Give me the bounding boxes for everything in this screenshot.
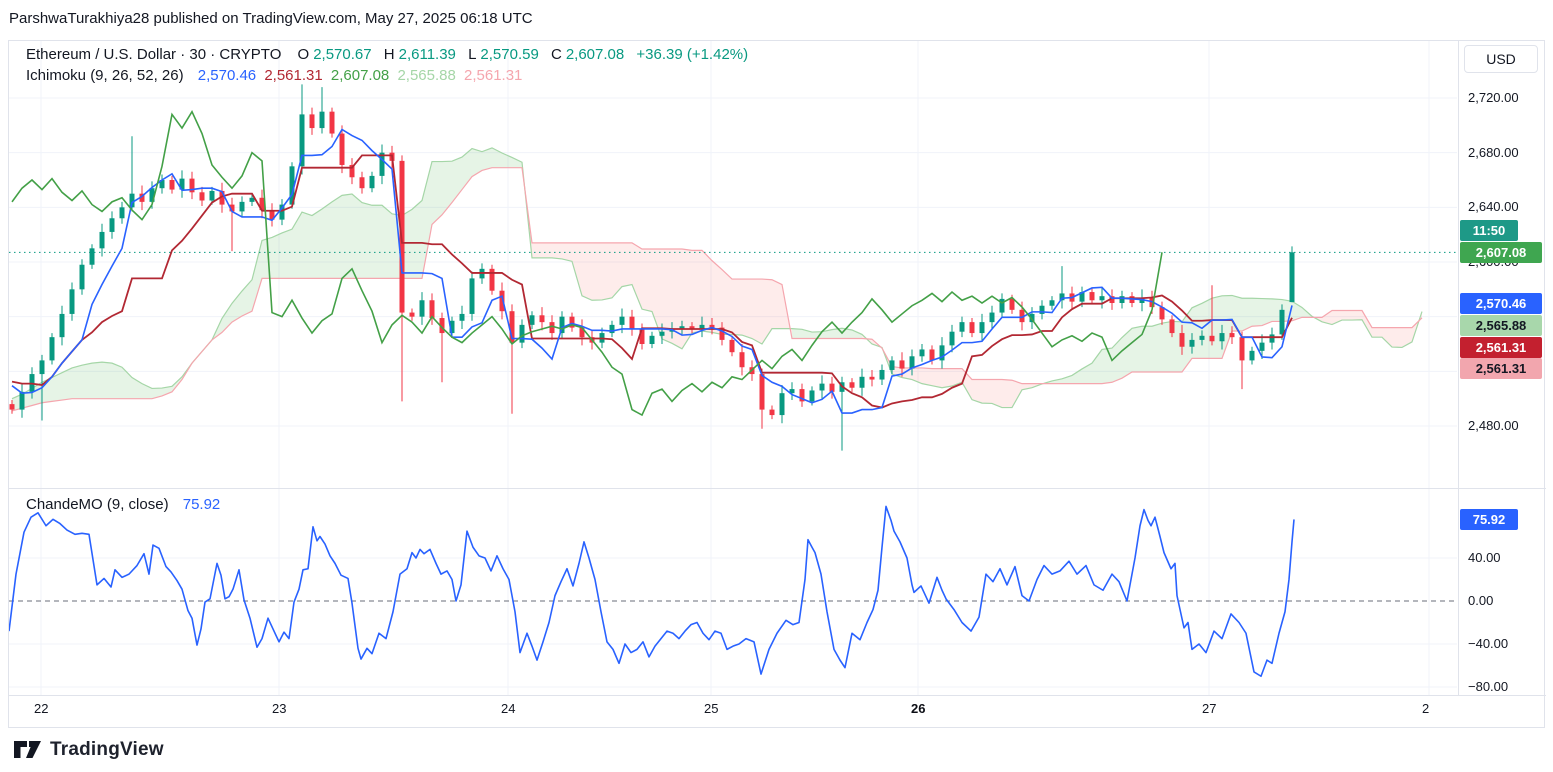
chande-momentum-pane[interactable] bbox=[9, 489, 1457, 695]
last-price-badge: 2,607.08 bbox=[1460, 241, 1542, 263]
cmo-axis-tick: −80.00 bbox=[1468, 679, 1509, 694]
price-change: +36.39 (+1.42%) bbox=[636, 46, 749, 63]
price-axis-tick: 2,680.00 bbox=[1468, 144, 1519, 160]
price-axis-tick: 2,720.00 bbox=[1468, 90, 1519, 105]
ichimoku-title[interactable]: Ichimoku (9, 26, 52, 26) bbox=[26, 67, 184, 84]
pane-separator[interactable] bbox=[9, 488, 1546, 489]
time-axis-label: 24 bbox=[501, 701, 516, 716]
tradingview-logo-text[interactable]: TradingView bbox=[50, 739, 164, 760]
tenkan-badge: 2,570.46 bbox=[1460, 292, 1542, 314]
tradingview-logo-icon[interactable] bbox=[14, 738, 42, 762]
chart-widget: Ethereum / U.S. Dollar · 30 · CRYPTO O 2,… bbox=[8, 40, 1546, 728]
cmo-axis-tick: 0.00 bbox=[1468, 593, 1494, 608]
publisher-header: ParshwaTurakhiya28 published on TradingV… bbox=[9, 10, 533, 27]
cmo-axis-tick: −40.00 bbox=[1468, 636, 1509, 651]
ichimoku-chikou-value: 2,607.08 bbox=[330, 67, 390, 84]
ichimoku-senkou-a-value: 2,565.88 bbox=[397, 67, 456, 84]
countdown-badge: 11:50 bbox=[1460, 219, 1518, 241]
cmo-axis-tick: 40.00 bbox=[1468, 550, 1501, 565]
ichimoku-senkou-b-value: 2,561.31 bbox=[464, 67, 523, 84]
time-axis-label: 26 bbox=[911, 701, 926, 716]
time-axis-label: 2 bbox=[1422, 701, 1430, 716]
symbol-legend: Ethereum / U.S. Dollar · 30 · CRYPTO O 2,… bbox=[26, 46, 752, 63]
time-axis-label: 22 bbox=[34, 701, 49, 716]
price-axis-tick: 2,640.00 bbox=[1468, 199, 1519, 215]
chande-legend: ChandeMO (9, close) 75.92 bbox=[26, 496, 224, 513]
symbol-title[interactable]: Ethereum / U.S. Dollar · 30 · CRYPTO bbox=[26, 46, 282, 63]
senkou-b-badge: 2,561.31 bbox=[1460, 357, 1542, 379]
main-price-pane[interactable] bbox=[9, 41, 1457, 489]
time-axis-label: 27 bbox=[1202, 701, 1217, 716]
price-axis-tick: 2,480.00 bbox=[1468, 418, 1519, 433]
ichimoku-legend: Ichimoku (9, 26, 52, 26) 2,570.46 2,561.… bbox=[26, 67, 526, 84]
ohlc-high: H 2,611.39 bbox=[383, 46, 456, 63]
chande-value: 75.92 bbox=[182, 496, 221, 513]
price-axis-separator bbox=[1458, 41, 1459, 695]
ohlc-close: C 2,607.08 bbox=[550, 46, 625, 63]
ohlc-low: L 2,570.59 bbox=[468, 46, 539, 63]
time-axis-label: 23 bbox=[272, 701, 287, 716]
footer: TradingView bbox=[14, 738, 164, 762]
senkou-a-badge: 2,565.88 bbox=[1460, 314, 1542, 336]
ichimoku-kijun-value: 2,561.31 bbox=[264, 67, 323, 84]
ohlc-open: O 2,570.67 bbox=[297, 46, 372, 63]
kijun-badge: 2,561.31 bbox=[1460, 336, 1542, 358]
time-axis-label: 25 bbox=[704, 701, 719, 716]
cmo-last-badge: 75.92 bbox=[1460, 508, 1518, 530]
time-axis-separator bbox=[9, 695, 1546, 696]
chande-title[interactable]: ChandeMO (9, close) bbox=[26, 496, 169, 513]
currency-unit-button[interactable]: USD bbox=[1464, 45, 1538, 73]
ichimoku-tenkan-value: 2,570.46 bbox=[197, 67, 257, 84]
